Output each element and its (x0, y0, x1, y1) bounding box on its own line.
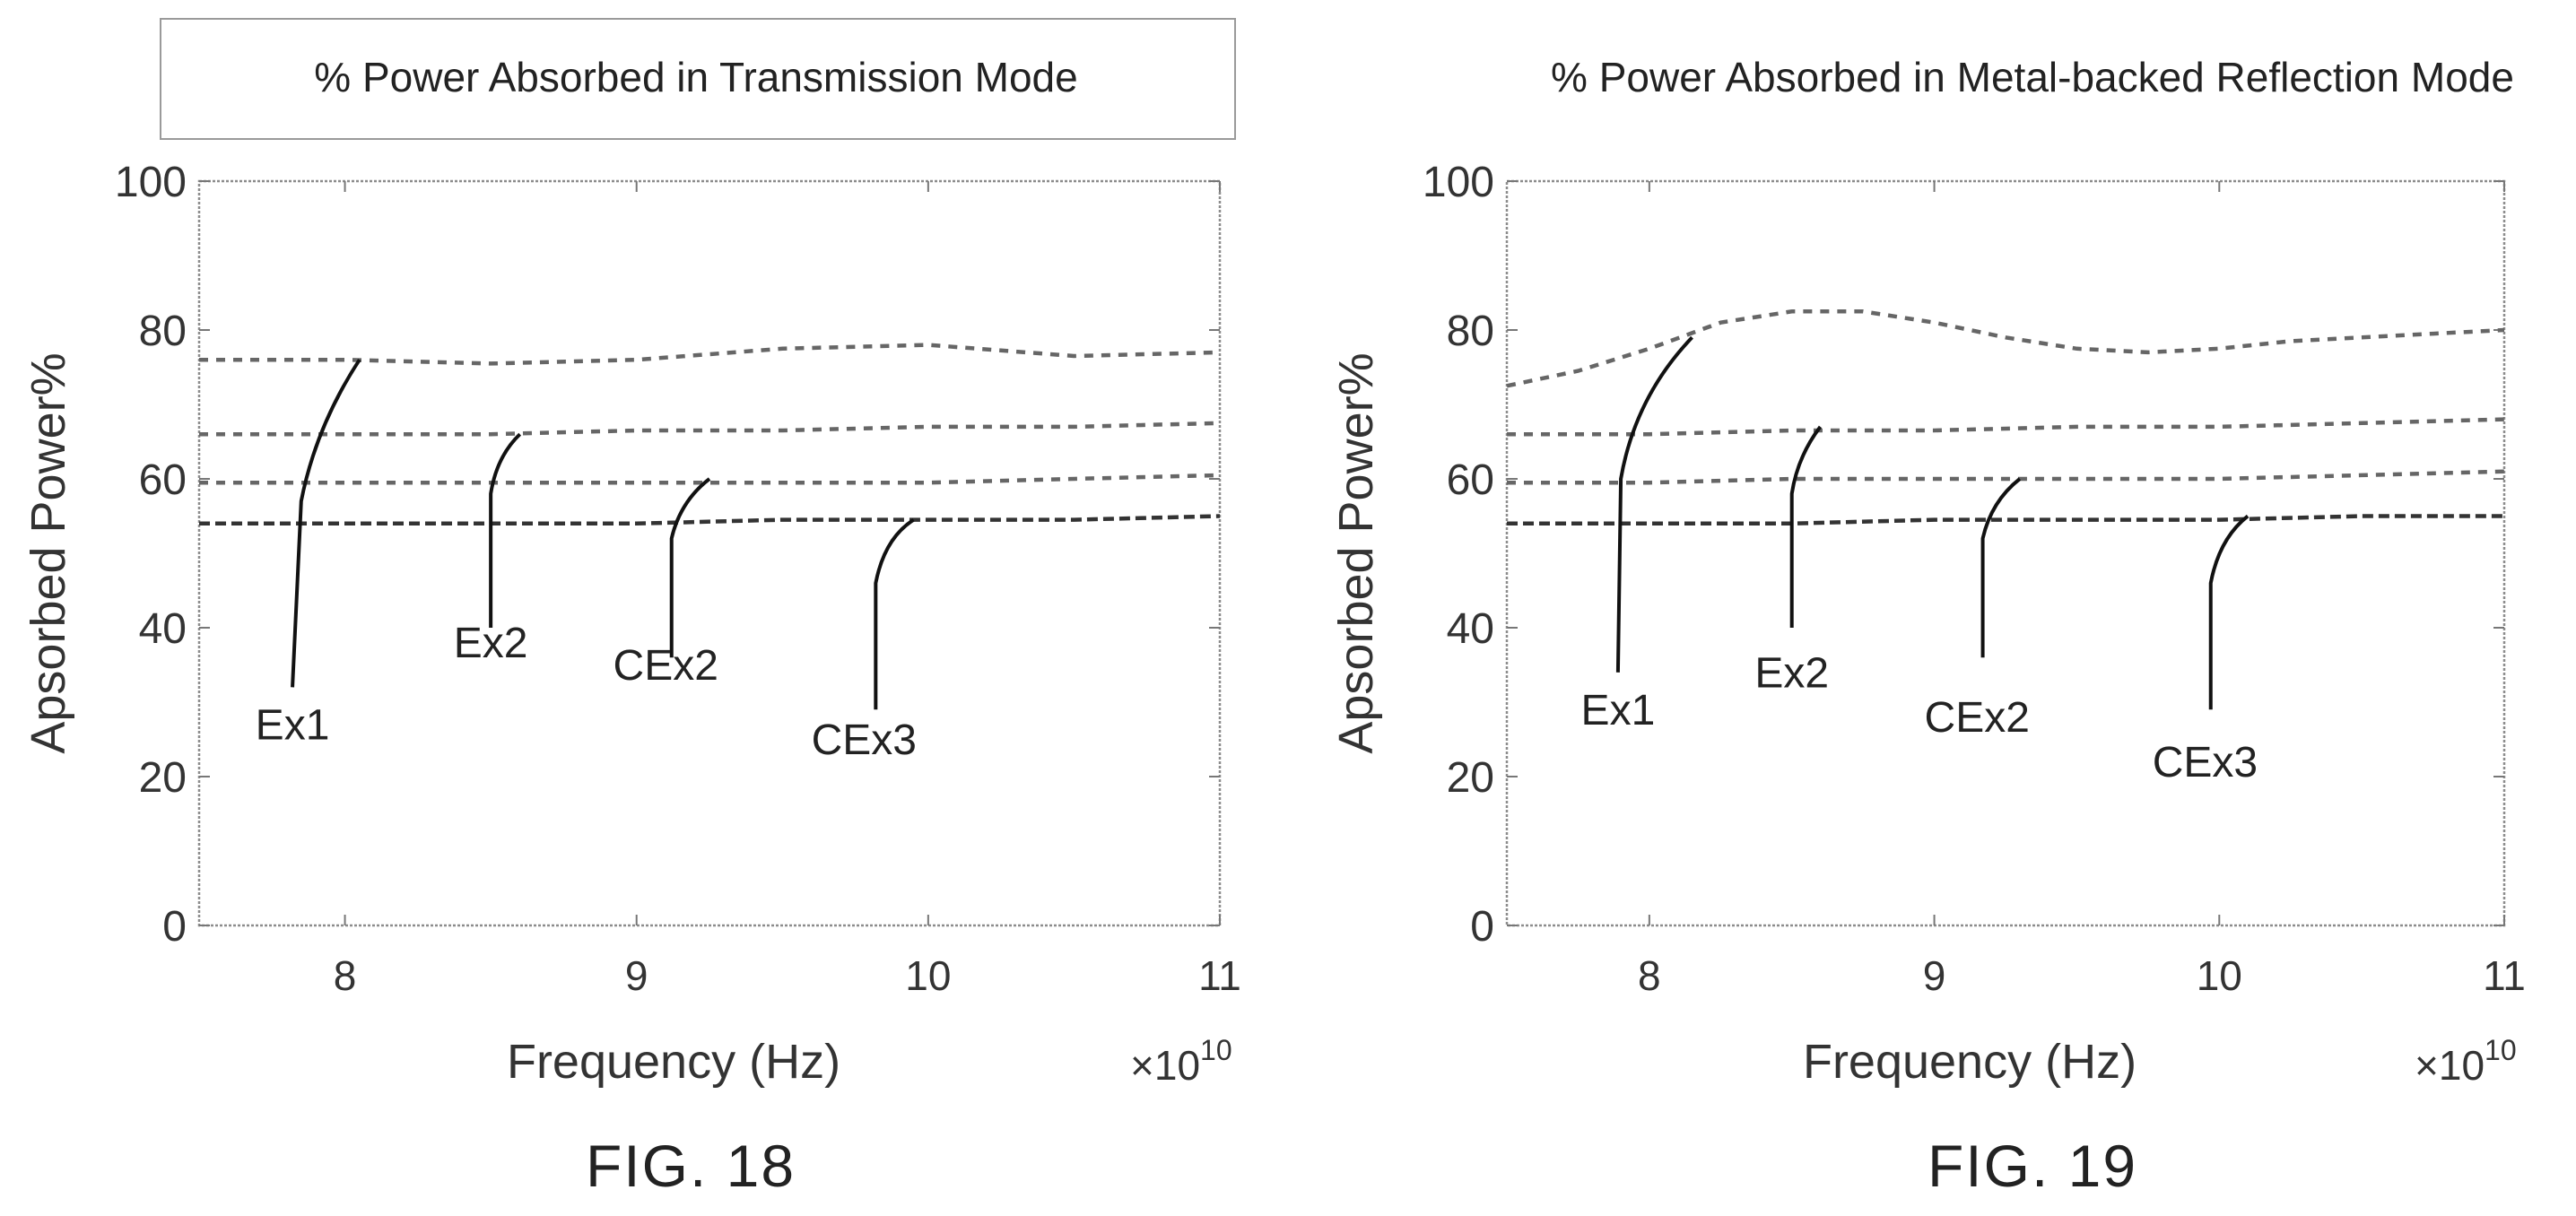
y-tick-label: 80 (1447, 308, 1494, 355)
y-tick-label: 100 (1423, 159, 1494, 206)
x-axis-label: Frequency (Hz) (1803, 1035, 2137, 1089)
plot-frame (197, 179, 1222, 927)
y-axis-label: Apsorbed Power% (1329, 352, 1383, 753)
figure-19: % Power Absorbed in Metal-backed Reflect… (1288, 0, 2576, 1216)
annotation-label: Ex1 (1581, 687, 1656, 734)
x-axis-multiplier: ×1010 (2415, 1034, 2517, 1089)
chart-title: % Power Absorbed in Metal-backed Reflect… (1551, 54, 2514, 100)
figure-caption: FIG. 19 (1927, 1133, 2138, 1199)
chart-fig19: % Power Absorbed in Metal-backed Reflect… (1329, 54, 2526, 1089)
leader-line (489, 432, 522, 628)
annotation-label: CEx2 (614, 642, 718, 690)
y-tick-label: 20 (1447, 754, 1494, 802)
x-tick-label: 10 (2197, 952, 2242, 999)
leader-line (669, 477, 711, 658)
series-line-ex1 (1506, 309, 2505, 388)
annotation-label: Ex1 (256, 702, 330, 750)
x-tick-label: 11 (2483, 952, 2526, 999)
annotation-label: CEx3 (2153, 739, 2258, 786)
leader-line (291, 359, 361, 688)
x-axis-multiplier: ×1010 (1130, 1034, 1232, 1089)
series-line-ex2 (1507, 417, 2505, 437)
x-tick-label: 8 (334, 952, 357, 999)
y-tick-label: 100 (115, 159, 187, 206)
leader-line (2208, 514, 2250, 710)
y-tick-label: 40 (1447, 605, 1494, 653)
plot-frame (1505, 179, 2506, 927)
series-line-cex2 (1507, 469, 2505, 485)
leader-line (1980, 477, 2022, 658)
x-tick-label: 9 (1923, 952, 1946, 999)
x-axis-multiplier-exponent: 10 (2485, 1034, 2517, 1066)
y-tick-label: 60 (139, 456, 187, 504)
y-tick-label: 20 (139, 754, 187, 802)
figure-caption: FIG. 18 (585, 1133, 796, 1199)
chart-title: % Power Absorbed in Transmission Mode (314, 54, 1077, 100)
series-line-cex3 (1507, 514, 2504, 526)
annotation-label: Ex2 (454, 620, 528, 667)
y-tick-label: 60 (1447, 456, 1494, 504)
leader-line (1615, 335, 1693, 673)
x-axis-multiplier-exponent: 10 (1200, 1034, 1232, 1066)
y-tick-label: 0 (1470, 903, 1494, 951)
annotation-label: CEx3 (812, 717, 917, 764)
leader-line (874, 517, 915, 710)
figure-18: % Power Absorbed in Transmission Mode 8 9 1… (22, 18, 1241, 1199)
chart-fig18: % Power Absorbed in Transmission Mode 8 9 1… (22, 54, 1241, 1089)
x-tick-label: 10 (905, 952, 951, 999)
leader-line (1789, 425, 1823, 628)
x-axis-label: Frequency (Hz) (507, 1035, 840, 1089)
annotation-label: CEx2 (1925, 694, 2030, 742)
series-line-ex1 (199, 343, 1221, 366)
y-tick-label: 80 (139, 308, 187, 355)
x-tick-label: 8 (1638, 952, 1661, 999)
series-line-ex2 (199, 421, 1221, 437)
series-line-cex3 (199, 514, 1221, 526)
x-tick-label: 9 (625, 952, 648, 999)
y-axis-label: Apsorbed Power% (22, 352, 75, 753)
annotation-label: Ex2 (1754, 649, 1829, 697)
y-tick-label: 40 (139, 605, 187, 653)
title-box (160, 18, 1236, 140)
x-tick-label: 11 (1198, 952, 1241, 999)
y-tick-label: 0 (162, 903, 187, 951)
